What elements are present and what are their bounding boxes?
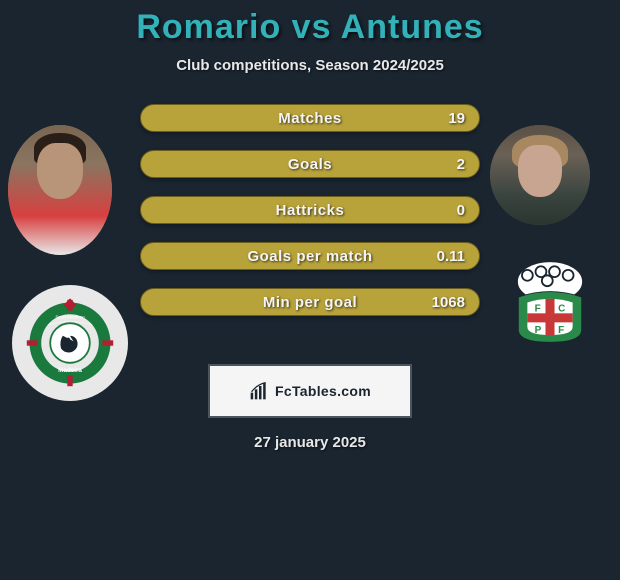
club-right-badge: F C P F: [498, 258, 602, 346]
svg-text:Sport Maritimo: Sport Maritimo: [55, 315, 85, 320]
footer-date: 27 january 2025: [0, 434, 620, 451]
brand-text: FcTables.com: [275, 383, 371, 399]
stat-row-mpg: Min per goal 1068: [140, 288, 480, 316]
stat-value-right: 19: [448, 110, 465, 127]
svg-text:P: P: [535, 325, 542, 336]
stat-label: Goals: [288, 156, 332, 173]
player-right-photo: [490, 125, 590, 225]
stat-label: Min per goal: [263, 294, 357, 311]
stat-label: Goals per match: [247, 248, 372, 265]
stat-label: Matches: [278, 110, 342, 127]
page-subtitle: Club competitions, Season 2024/2025: [0, 57, 620, 74]
stat-value-right: 2: [457, 156, 465, 173]
maritimo-badge-icon: Madeira Sport Maritimo: [25, 298, 115, 388]
stat-row-gpm: Goals per match 0.11: [140, 242, 480, 270]
stat-value-right: 0: [457, 202, 465, 219]
stat-label: Hattricks: [276, 202, 345, 219]
brand-badge[interactable]: FcTables.com: [210, 366, 410, 416]
stat-row-matches: Matches 19: [140, 104, 480, 132]
page-title: Romario vs Antunes: [0, 8, 620, 47]
stat-value-right: 0.11: [437, 248, 465, 265]
svg-text:F: F: [535, 304, 541, 315]
pacos-badge-icon: F C P F: [500, 259, 600, 345]
stat-row-goals: Goals 2: [140, 150, 480, 178]
player-left-photo: [8, 125, 112, 255]
brand-logo-icon: [249, 381, 269, 401]
club-left-badge: Madeira Sport Maritimo: [12, 285, 128, 401]
svg-text:Madeira: Madeira: [58, 367, 82, 374]
stat-value-right: 1068: [432, 294, 465, 311]
stat-row-hattricks: Hattricks 0: [140, 196, 480, 224]
svg-text:C: C: [558, 304, 565, 315]
svg-text:F: F: [558, 325, 564, 336]
